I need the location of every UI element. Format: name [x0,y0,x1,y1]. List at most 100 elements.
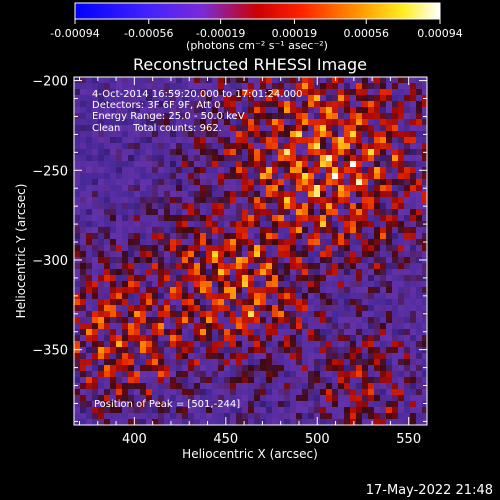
heatmap-cell [404,347,410,353]
heatmap-cell [98,311,104,317]
heatmap-cell [188,239,194,245]
heatmap-cell [344,191,350,197]
heatmap-cell [410,245,416,251]
heatmap-cell [146,233,152,239]
heatmap-cell [248,401,254,407]
heatmap-cell [344,293,350,299]
heatmap-cell [128,179,134,185]
heatmap-cell [386,89,392,95]
heatmap-cell [236,77,242,83]
heatmap-cell [260,221,266,227]
heatmap-cell [158,383,164,389]
heatmap-cell [146,239,152,245]
heatmap-cell [200,77,206,83]
heatmap-cell [398,407,404,413]
heatmap-cell [422,155,427,161]
heatmap-cell [80,383,86,389]
heatmap-cell [152,143,158,149]
heatmap-cell [302,389,308,395]
heatmap-cell [422,341,427,347]
heatmap-cell [266,227,272,233]
heatmap-cell [350,389,356,395]
heatmap-cell [386,323,392,329]
heatmap-cell [110,209,116,215]
heatmap-cell [128,359,134,365]
heatmap-cell [254,239,260,245]
heatmap-cell [308,335,314,341]
heatmap-cell [398,341,404,347]
heatmap-cell [290,377,296,383]
heatmap-cell [248,215,254,221]
heatmap-cell [122,359,128,365]
heatmap-cell [248,221,254,227]
heatmap-cell [176,359,182,365]
heatmap-cell [134,329,140,335]
heatmap-cell [224,269,230,275]
heatmap-cell [278,125,284,131]
heatmap-cell [350,347,356,353]
heatmap-cell [194,383,200,389]
heatmap-cell [140,137,146,143]
heatmap-cell [392,365,398,371]
heatmap-cell [242,353,248,359]
heatmap-cell [200,161,206,167]
heatmap-cell [188,149,194,155]
heatmap-cell [320,311,326,317]
heatmap-cell [248,287,254,293]
heatmap-cell [344,107,350,113]
heatmap-cell [200,101,206,107]
heatmap-cell [206,167,212,173]
heatmap-cell [368,347,374,353]
heatmap-cell [164,353,170,359]
heatmap-cell [188,155,194,161]
heatmap-cell [194,257,200,263]
heatmap-cell [410,407,416,413]
heatmap-cell [308,383,314,389]
heatmap-cell [356,263,362,269]
heatmap-cell [314,149,320,155]
heatmap-cell [404,203,410,209]
heatmap-cell [302,149,308,155]
heatmap-cell [134,83,140,89]
heatmap-cell [140,407,146,413]
heatmap-cell [164,317,170,323]
heatmap-cell [134,413,140,419]
heatmap-cell [422,281,427,287]
heatmap-cell [140,227,146,233]
heatmap-cell [80,143,86,149]
heatmap-cell [410,203,416,209]
heatmap-cell [86,269,92,275]
heatmap-cell [278,227,284,233]
heatmap-cell [350,77,356,83]
heatmap-cell [410,239,416,245]
heatmap-cell [326,275,332,281]
heatmap-cell [410,107,416,113]
heatmap-cell [80,209,86,215]
heatmap-cell [368,179,374,185]
heatmap-cell [248,353,254,359]
heatmap-cell [290,401,296,407]
heatmap-cell [176,125,182,131]
heatmap-cell [116,191,122,197]
heatmap-cell [368,371,374,377]
heatmap-cell [176,335,182,341]
heatmap-cell [260,257,266,263]
heatmap-cell [374,119,380,125]
heatmap-cell [218,395,224,401]
heatmap-cell [254,323,260,329]
heatmap-cell [116,137,122,143]
heatmap-cell [146,407,152,413]
heatmap-cell [296,275,302,281]
heatmap-cell [218,131,224,137]
heatmap-cell [182,305,188,311]
heatmap-cell [380,155,386,161]
heatmap-cell [110,161,116,167]
heatmap-cell [332,341,338,347]
heatmap-cell [326,329,332,335]
heatmap-cell [248,383,254,389]
heatmap-cell [218,335,224,341]
heatmap-cell [386,401,392,407]
heatmap-cell [266,347,272,353]
heatmap-cell [386,155,392,161]
heatmap-cell [284,311,290,317]
